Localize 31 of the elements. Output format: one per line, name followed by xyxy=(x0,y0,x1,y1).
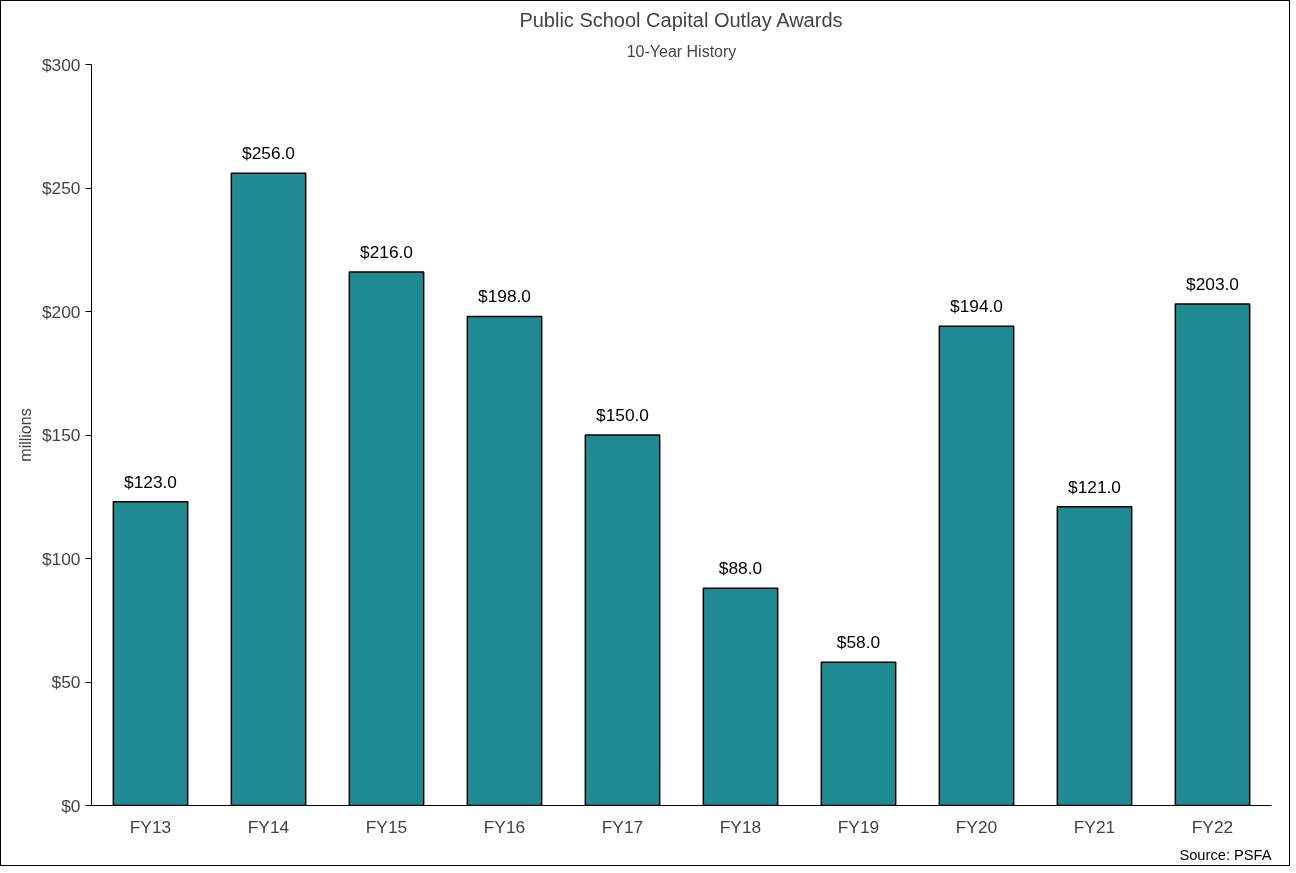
y-tick-label: $150 xyxy=(41,425,81,445)
data-label: $58.0 xyxy=(836,632,881,653)
data-label: $216.0 xyxy=(360,241,413,262)
x-tick-label: FY16 xyxy=(483,816,526,837)
chart-title: Public School Capital Outlay Awards xyxy=(519,8,843,31)
x-tick-label: FY20 xyxy=(955,816,998,837)
x-tick-label: FY14 xyxy=(247,816,290,837)
chart-subtitle: 10-Year History xyxy=(626,42,737,60)
data-label: $256.0 xyxy=(242,143,295,164)
y-tick-label: $200 xyxy=(41,301,81,322)
data-label: $198.0 xyxy=(478,286,531,307)
x-tick-label: FY22 xyxy=(1191,816,1234,837)
data-label: $150.0 xyxy=(596,405,649,425)
y-tick-label: $50 xyxy=(51,672,81,692)
y-tick-label: $100 xyxy=(41,548,81,569)
data-label: $194.0 xyxy=(950,296,1003,317)
data-label: $88.0 xyxy=(718,558,763,579)
data-label: $203.0 xyxy=(1186,274,1239,295)
x-tick-label: FY18 xyxy=(719,816,762,837)
data-label: $123.0 xyxy=(124,471,177,492)
x-tick-label: FY13 xyxy=(129,816,172,837)
y-tick-label: $0 xyxy=(61,795,81,816)
x-tick-label: FY17 xyxy=(601,816,644,837)
y-tick-label: $250 xyxy=(41,178,81,198)
source-note: Source: PSFA xyxy=(1179,846,1272,863)
x-tick-label: FY21 xyxy=(1073,816,1116,837)
x-tick-label: FY19 xyxy=(837,816,880,837)
y-axis-title: millions xyxy=(16,408,34,462)
y-tick-label: $300 xyxy=(41,54,81,75)
x-tick-label: FY15 xyxy=(365,816,408,837)
data-label: $121.0 xyxy=(1068,476,1121,497)
